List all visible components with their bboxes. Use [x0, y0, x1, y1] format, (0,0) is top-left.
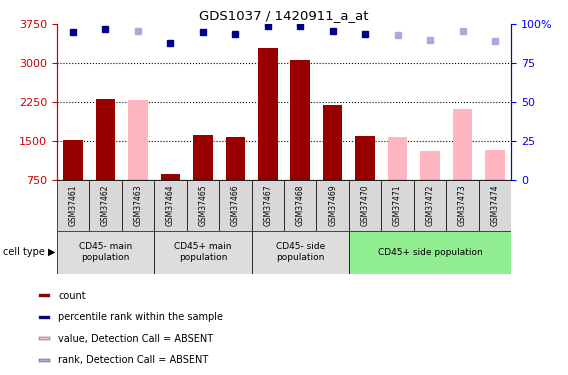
Text: count: count	[58, 291, 86, 301]
Bar	[154, 231, 252, 274]
Text: GSM37467: GSM37467	[264, 184, 272, 226]
Text: GSM37474: GSM37474	[491, 184, 499, 226]
Bar	[252, 231, 349, 274]
Text: GSM37468: GSM37468	[296, 184, 304, 225]
Text: GSM37464: GSM37464	[166, 184, 175, 226]
Text: GSM37470: GSM37470	[361, 184, 370, 226]
Bar	[63, 140, 83, 180]
Text: CD45+ main
population: CD45+ main population	[174, 243, 232, 262]
Bar	[446, 180, 479, 231]
Bar	[57, 180, 89, 231]
Bar	[187, 180, 219, 231]
Bar	[219, 180, 252, 231]
Title: GDS1037 / 1420911_a_at: GDS1037 / 1420911_a_at	[199, 9, 369, 22]
Bar	[485, 150, 505, 180]
Bar	[39, 294, 51, 297]
Bar	[96, 99, 115, 180]
Bar	[284, 180, 316, 231]
Bar	[258, 48, 278, 180]
Text: GSM37463: GSM37463	[133, 184, 143, 226]
Bar	[225, 138, 245, 180]
Bar	[161, 174, 180, 180]
Bar	[39, 359, 51, 362]
Text: GSM37472: GSM37472	[425, 184, 435, 225]
Bar	[388, 138, 407, 180]
Bar	[349, 231, 511, 274]
Text: GSM37466: GSM37466	[231, 184, 240, 226]
Bar	[89, 180, 122, 231]
Bar	[122, 180, 154, 231]
Text: GSM37469: GSM37469	[328, 184, 337, 226]
Bar	[39, 316, 51, 319]
Text: GSM37462: GSM37462	[101, 184, 110, 225]
Text: CD45+ side population: CD45+ side population	[378, 248, 482, 256]
Bar	[39, 338, 51, 340]
Bar	[479, 180, 511, 231]
Bar	[323, 105, 343, 180]
Bar	[57, 231, 154, 274]
Text: GSM37473: GSM37473	[458, 184, 467, 226]
Bar	[290, 60, 310, 180]
Bar	[193, 135, 212, 180]
Text: GSM37471: GSM37471	[393, 184, 402, 225]
Text: value, Detection Call = ABSENT: value, Detection Call = ABSENT	[58, 334, 213, 344]
Text: GSM37465: GSM37465	[198, 184, 207, 226]
Bar	[420, 151, 440, 180]
Bar	[316, 180, 349, 231]
Text: CD45- side
population: CD45- side population	[275, 243, 325, 262]
Bar	[252, 180, 284, 231]
Bar	[154, 180, 187, 231]
Bar	[349, 180, 381, 231]
Bar	[414, 180, 446, 231]
Text: cell type ▶: cell type ▶	[3, 247, 56, 257]
Bar	[453, 109, 472, 180]
Text: GSM37461: GSM37461	[69, 184, 77, 225]
Text: percentile rank within the sample: percentile rank within the sample	[58, 312, 223, 322]
Text: CD45- main
population: CD45- main population	[79, 243, 132, 262]
Bar	[128, 100, 148, 180]
Text: rank, Detection Call = ABSENT: rank, Detection Call = ABSENT	[58, 356, 208, 366]
Bar	[381, 180, 414, 231]
Bar	[356, 136, 375, 180]
